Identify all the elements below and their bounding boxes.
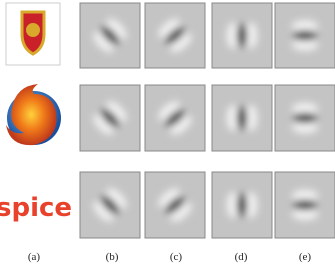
- logo-rcb: [6, 3, 60, 65]
- filter-kernel: [227, 192, 257, 218]
- kernel-dark: [293, 200, 317, 210]
- kernel-dark: [237, 24, 247, 48]
- panel-label: (d): [235, 251, 248, 263]
- panel-label: (b): [106, 251, 119, 263]
- figure: spice (a) (b) (c) (d) (e): [0, 0, 335, 268]
- panel-label: (c): [170, 251, 183, 263]
- kernel-dark: [293, 31, 317, 41]
- filter-kernel: [227, 105, 257, 131]
- panel-label: (e): [299, 251, 312, 263]
- filter-kernel: [292, 21, 318, 51]
- filter-kernel: [292, 103, 318, 133]
- filter-kernel: [227, 23, 257, 49]
- logo-firefox: [6, 84, 61, 145]
- kernel-dark: [293, 113, 317, 123]
- panel-label: (a): [28, 251, 41, 263]
- kernel-dark: [237, 193, 247, 217]
- kernel-dark: [237, 106, 247, 130]
- filter-kernel: [292, 190, 318, 220]
- logo-spice: spice: [0, 193, 72, 223]
